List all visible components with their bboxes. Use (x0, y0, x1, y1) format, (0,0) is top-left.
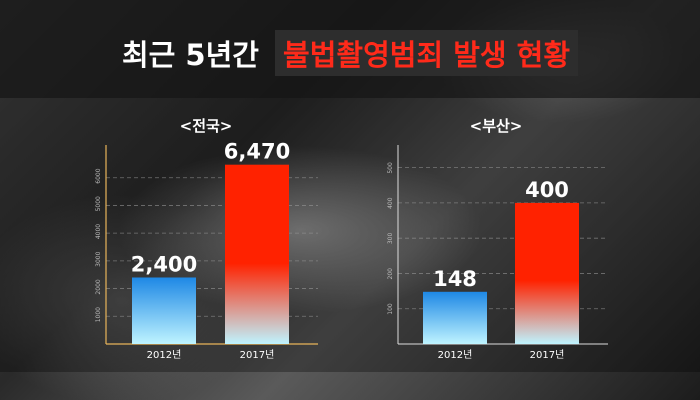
busan-x-tick-label-1: 2017년 (530, 349, 565, 361)
national-y-tick-label: 6000 (95, 168, 102, 183)
busan-y-tick-label: 200 (387, 268, 394, 280)
national-bar-1 (225, 164, 289, 344)
national-y-tick-label: 5000 (95, 196, 102, 211)
national-value-label-0: 2,400 (131, 252, 197, 276)
national-y-tick-label: 2000 (95, 279, 102, 294)
national-y-tick-label: 4000 (95, 224, 102, 239)
national-chart-title: <전국> (180, 117, 233, 135)
national-x-tick-label-1: 2017년 (240, 349, 275, 361)
busan-value-label-1: 400 (525, 178, 569, 202)
title-plain: 최근 5년간 (121, 38, 259, 72)
national-y-tick-label: 3000 (95, 251, 102, 266)
busan-value-label-0: 148 (433, 267, 477, 291)
busan-chart-title: <부산> (470, 117, 523, 135)
national-value-label-1: 6,470 (224, 140, 290, 164)
busan-y-tick-label: 300 (387, 233, 394, 245)
busan-bar-1 (515, 202, 579, 344)
busan-y-tick-label: 400 (387, 197, 394, 209)
charts-layer: <전국> 1000 2000 3000 4000 5000 6000 2,400 2012년 6,… (95, 117, 608, 361)
national-bar-0 (132, 277, 196, 344)
busan-y-tick-label: 500 (387, 162, 394, 174)
title-bar: 최근 5년간 불법촬영범죄 발생 현황 (0, 0, 700, 98)
national-y-tick-label: 1000 (95, 307, 102, 322)
chart-panel (0, 98, 700, 372)
main-title: 최근 5년간 불법촬영범죄 발생 현황 (0, 30, 700, 76)
busan-x-tick-label-0: 2012년 (438, 349, 473, 361)
title-highlight: 불법촬영범죄 발생 현황 (275, 30, 579, 76)
busan-y-tick-label: 100 (387, 303, 394, 315)
busan-bar-0 (423, 291, 487, 344)
national-x-tick-label-0: 2012년 (147, 349, 182, 361)
